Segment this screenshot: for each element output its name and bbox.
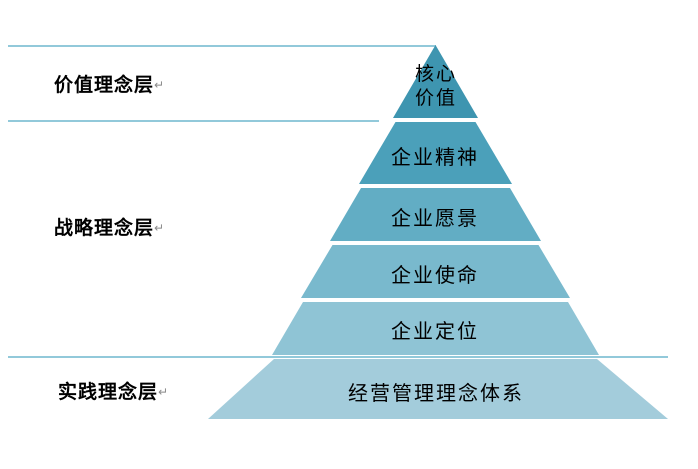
tier-label-strategy-concept: 战略理念层↵ [54, 213, 164, 240]
pilcrow-mark: ↵ [154, 78, 165, 92]
tier-label-value-concept: 价值理念层↵ [54, 70, 164, 97]
tier-label-value-concept-text: 价值理念层 [54, 74, 155, 96]
pyramid-level-enterprise-positioning[interactable] [272, 302, 599, 355]
tier-rule-top [8, 45, 436, 47]
tier-label-practice-concept: 实践理念层↵ [58, 377, 168, 404]
pyramid-level-core-value[interactable] [393, 45, 478, 118]
pyramid-level-enterprise-mission[interactable] [301, 245, 570, 298]
pyramid-level-enterprise-vision[interactable] [330, 188, 541, 241]
pyramid-level-management-philosophy-system[interactable] [208, 359, 668, 419]
pilcrow-mark: ↵ [158, 385, 169, 399]
tier-label-strategy-concept-text: 战略理念层 [54, 217, 155, 239]
tier-rule-middle [8, 120, 379, 122]
tier-rule-bottom [8, 356, 668, 358]
pilcrow-mark: ↵ [154, 221, 165, 235]
pyramid-level-enterprise-spirit[interactable] [359, 122, 512, 184]
tier-label-practice-concept-text: 实践理念层 [58, 381, 159, 403]
